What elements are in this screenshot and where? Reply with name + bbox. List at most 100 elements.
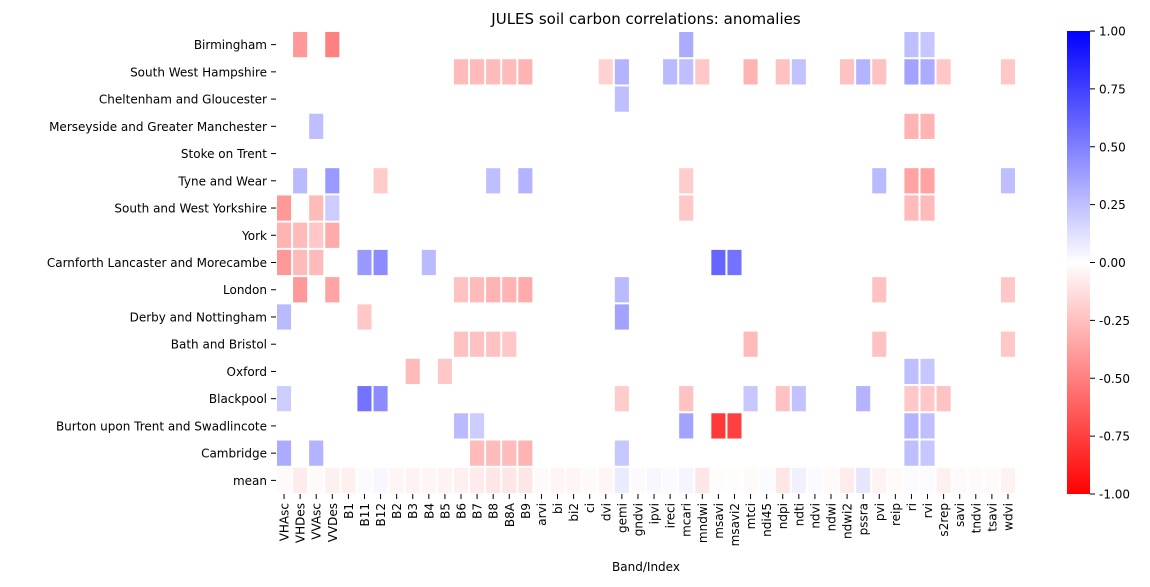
heatmap-cell (373, 467, 388, 493)
colorbar-gradient (1067, 31, 1090, 494)
heatmap-cell (679, 59, 694, 85)
row-label: Bath and Bristol (171, 338, 267, 352)
heatmap-cell (389, 467, 404, 493)
heatmap-cell (293, 222, 308, 248)
row-label: Blackpool (209, 392, 267, 406)
row-labels: Birmingham South West Hampshire Cheltenham… (47, 38, 276, 488)
heatmap-cell (952, 467, 967, 493)
heatmap-cell (727, 413, 742, 439)
heatmap-cell (1000, 277, 1015, 303)
row-label: Birmingham (194, 38, 267, 52)
column-label: ipvi (648, 503, 662, 524)
column-label: mcari (680, 503, 694, 537)
heatmap-cell (293, 168, 308, 194)
heatmap-cell (872, 168, 887, 194)
column-label: pvi (873, 503, 887, 521)
heatmap-cell (904, 440, 919, 466)
heatmap-cell (679, 386, 694, 412)
heatmap-cell (309, 222, 324, 248)
heatmap-cell (695, 467, 710, 493)
heatmap-cell (518, 440, 533, 466)
column-label: bi (551, 503, 565, 514)
heatmap-cell (277, 304, 292, 330)
heatmap-cell (904, 32, 919, 58)
heatmap-cell (518, 277, 533, 303)
heatmap-cell (872, 331, 887, 357)
column-label: ci (583, 503, 597, 513)
heatmap-cell (872, 467, 887, 493)
column-label: ri (905, 503, 919, 511)
heatmap-cell (518, 168, 533, 194)
heatmap-cell (711, 249, 726, 276)
row-label: Derby and Nottingham (130, 310, 267, 324)
heatmap-cell (405, 467, 420, 493)
column-label: ndi45 (760, 503, 774, 537)
heatmap-cell (807, 467, 822, 493)
heatmap-cell (277, 222, 292, 248)
heatmap-cell (775, 59, 790, 85)
heatmap-cell (518, 59, 533, 85)
heatmap-cell (437, 358, 452, 385)
column-label: B9 (519, 503, 533, 519)
heatmap-cell (727, 467, 742, 493)
column-label: savi (953, 503, 967, 527)
heatmap-cell (920, 168, 935, 194)
heatmap-cell (614, 440, 629, 466)
heatmap-cell (791, 467, 806, 493)
heatmap-cell (470, 331, 485, 357)
column-label: gndvi (631, 503, 645, 536)
heatmap-cell (486, 467, 501, 493)
heatmap-cell (920, 413, 935, 439)
heatmap-cell (293, 467, 308, 493)
column-label: msavi (712, 503, 726, 539)
heatmap-cell (904, 168, 919, 194)
column-label: ndvi (808, 503, 822, 529)
heatmap-cell (453, 467, 469, 493)
row-label: Merseyside and Greater Manchester (49, 120, 267, 134)
heatmap-cell (357, 386, 372, 412)
heatmap-cell (309, 440, 324, 466)
column-label: VHDes (294, 503, 308, 543)
column-label: B4 (422, 503, 436, 519)
heatmap-cell (582, 467, 597, 493)
heatmap-cell (840, 59, 855, 85)
heatmap-cell (373, 386, 388, 412)
heatmap-cell (470, 59, 485, 85)
heatmap-cell (743, 467, 758, 493)
colorbar-tick-label: 0.50 (1099, 140, 1126, 154)
heatmap-cell (791, 386, 806, 412)
column-label: mndwi (696, 503, 710, 543)
heatmap-cell (325, 467, 340, 493)
heatmap-cell (775, 386, 790, 412)
column-label: B1 (342, 503, 356, 519)
column-label: ndwi2 (841, 503, 855, 539)
column-label: VVDes (326, 503, 340, 542)
heatmap-cell (663, 467, 678, 493)
colorbar-tick-label: 0.00 (1099, 256, 1126, 270)
heatmap-cell (1000, 331, 1015, 357)
heatmap-cell (614, 386, 629, 412)
heatmap-cell (711, 413, 726, 439)
heatmap-cell (856, 386, 871, 412)
row-label: Stoke on Trent (181, 147, 267, 161)
column-label: B12 (374, 503, 388, 527)
column-label: B7 (471, 503, 485, 519)
heatmap-cell (453, 59, 469, 85)
heatmap-cell (309, 467, 324, 493)
row-label: mean (233, 474, 267, 488)
column-label: reip (889, 503, 903, 526)
heatmap-cells (277, 32, 1015, 493)
heatmap-cell (936, 467, 951, 493)
heatmap-cell (502, 59, 517, 85)
heatmap-cell (888, 467, 903, 493)
heatmap-cell (421, 249, 436, 276)
heatmap-cell (904, 413, 919, 439)
heatmap-cell (357, 304, 372, 330)
column-label: s2rep (937, 503, 951, 537)
heatmap-cell (679, 413, 694, 439)
heatmap-cell (453, 413, 469, 439)
heatmap-cell (534, 467, 549, 493)
heatmap-cell (904, 195, 919, 221)
heatmap-cell (309, 195, 324, 221)
